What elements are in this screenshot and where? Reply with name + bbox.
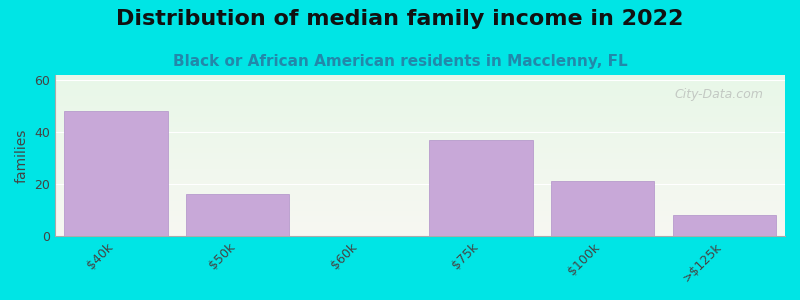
Text: Black or African American residents in Macclenny, FL: Black or African American residents in M… xyxy=(173,54,627,69)
Bar xyxy=(65,111,168,236)
Bar xyxy=(551,182,654,236)
Y-axis label: families: families xyxy=(15,128,29,183)
Bar xyxy=(673,215,776,236)
Bar xyxy=(430,140,533,236)
Text: Distribution of median family income in 2022: Distribution of median family income in … xyxy=(116,9,684,29)
Text: City-Data.com: City-Data.com xyxy=(674,88,763,101)
Bar xyxy=(186,194,290,236)
